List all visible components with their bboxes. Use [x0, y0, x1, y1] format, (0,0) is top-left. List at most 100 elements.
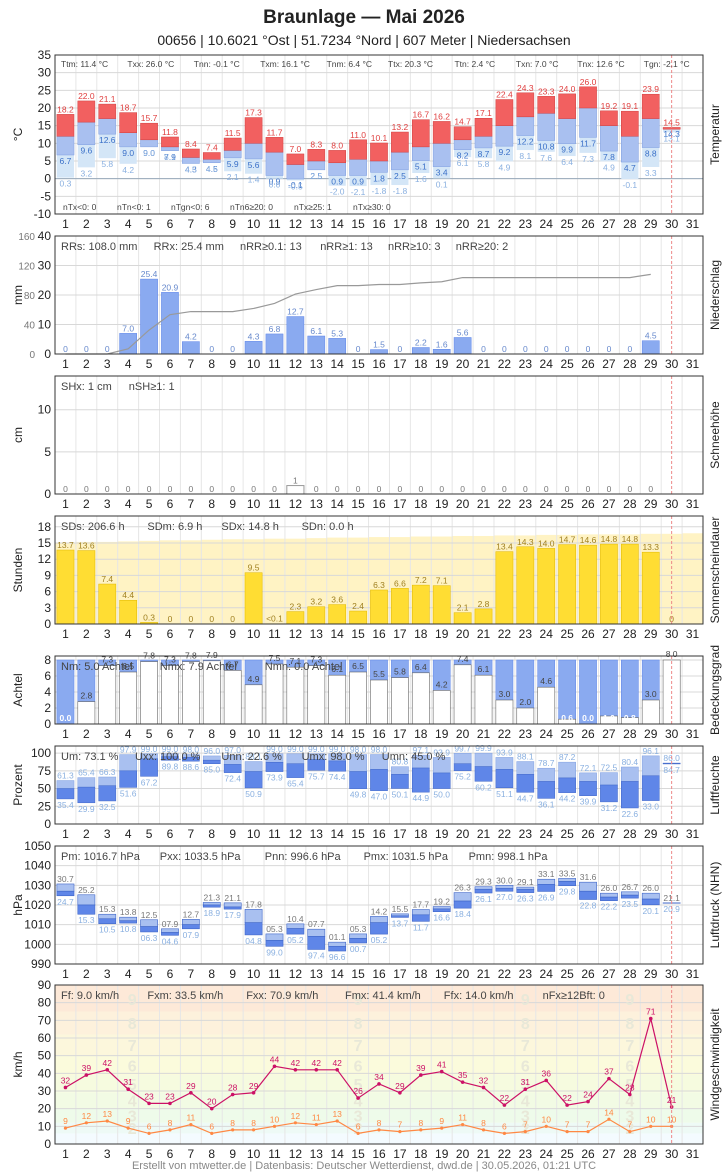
wind-beaufort-label: 9	[521, 992, 530, 1009]
luftfeuchte-x-tick: 26	[581, 827, 595, 841]
sonnenschein-possible-bar	[473, 535, 494, 624]
bedeckungsgrad-x-tick: 3	[104, 727, 111, 741]
windgeschwindigkeit-x-tick: 31	[686, 1147, 700, 1160]
bedeckungsgrad-y-label: Achtel	[11, 673, 25, 706]
temperatur-x-tick: 13	[310, 217, 324, 231]
temperatur-min-label: 4.5	[206, 164, 218, 174]
temperatur-min-label: 2.5	[310, 171, 322, 181]
bedeckungsgrad-x-tick: 13	[310, 727, 324, 741]
temperatur-side-label: Temperatur	[708, 104, 722, 165]
luftfeuchte-max-label: 98.0	[350, 745, 367, 755]
schneehoehe-x-tick: 12	[289, 497, 303, 511]
luftdruck-upper-bar	[349, 933, 367, 939]
temperatur-ground-label: 0.0	[269, 180, 281, 190]
bedeckung-cloud-bar	[223, 670, 242, 725]
wind-gust-point	[377, 1082, 381, 1086]
bedeckungsgrad-x-tick: 2	[83, 727, 90, 741]
luftdruck-lower-bar	[77, 904, 96, 915]
luftfeuchte-lower-bar	[349, 771, 367, 789]
wind-beaufort-label: 3	[128, 1109, 137, 1126]
luftdruck-max-label: 10.4	[287, 914, 304, 924]
windgeschwindigkeit-x-tick: 15	[351, 1147, 365, 1160]
luftdruck-x-tick: 26	[581, 967, 595, 981]
schneehoehe-label: 0	[314, 484, 319, 494]
temperatur-ground-bar	[495, 146, 513, 162]
temperatur-max-label: 8.4	[185, 139, 197, 149]
wind-gust-label: 44	[270, 1054, 280, 1064]
windgeschwindigkeit-y-tick: 20	[38, 1102, 52, 1116]
schneehoehe-label: 0	[63, 484, 68, 494]
luftfeuchte-x-tick: 21	[477, 827, 491, 841]
sonnenschein-bar	[370, 589, 388, 625]
schneehoehe-label: 0	[460, 484, 465, 494]
sonnenscheindauer-x-tick: 31	[686, 627, 700, 641]
luftdruck-y-label: hPa	[11, 894, 25, 916]
luftdruck-min-label: 04.8	[245, 936, 262, 946]
windgeschwindigkeit-x-tick: 27	[602, 1147, 616, 1160]
temperatur-x-tick: 27	[602, 217, 616, 231]
temperatur-min-label: 4.7	[624, 163, 636, 173]
niederschlag-x-tick: 1	[62, 357, 69, 371]
schneehoehe-x-tick: 13	[310, 497, 324, 511]
temperatur-max-bar	[641, 93, 660, 119]
luftfeuchte-max-label: 99.0	[287, 744, 304, 754]
wind-mean-point	[272, 1124, 277, 1128]
luftdruck-x-tick: 14	[331, 967, 345, 981]
windgeschwindigkeit-x-tick: 7	[188, 1147, 195, 1160]
luftfeuchte-stat: Um: 73.1 %	[61, 751, 119, 763]
bedeckung-label: 0.0	[60, 713, 72, 723]
luftdruck-max-label: 21.3	[204, 892, 221, 902]
niederschlag-bar	[140, 278, 158, 355]
niederschlag-x-tick: 13	[310, 357, 324, 371]
luftdruck-min-label: 20.9	[663, 904, 680, 914]
temperatur-max-label: 13.2	[392, 122, 409, 132]
windgeschwindigkeit-x-tick: 25	[560, 1147, 574, 1160]
temperatur-ground-label: 3.3	[645, 168, 657, 178]
bedeckungsgrad-y-tick: 8	[44, 653, 51, 667]
sonnenschein-label: 13.6	[78, 541, 95, 551]
luftfeuchte-upper-bar	[579, 772, 597, 782]
wind-beaufort-label: 7	[354, 1038, 363, 1055]
bedeckung-label: 0.6	[561, 713, 573, 723]
temperatur-bottom-stat: nTgn<0: 6	[171, 202, 210, 212]
wind-beaufort-label: 3	[625, 1109, 634, 1126]
luftdruck-lower-bar	[349, 938, 367, 944]
luftdruck-max-label: 26.7	[622, 882, 639, 892]
bedeckungsgrad-y-tick: 0	[44, 717, 51, 731]
wind-gust-point	[648, 1016, 653, 1021]
wind-mean-label: 6	[209, 1121, 214, 1131]
temperatur-max-bar	[56, 114, 75, 137]
luftdruck-lower-bar	[265, 940, 284, 947]
wind-beaufort-label: 6	[128, 1058, 137, 1075]
sonnenscheindauer-x-tick: 18	[414, 627, 428, 641]
luftdruck-x-tick: 6	[167, 967, 174, 981]
temperatur-y-tick: 0	[44, 172, 51, 186]
wind-gust-point	[586, 1099, 590, 1104]
niederschlag-label: 0	[356, 344, 361, 354]
temperatur-mean-bar	[202, 158, 221, 164]
luftfeuchte-lower-bar	[621, 781, 639, 809]
sonnenschein-bar	[411, 584, 430, 625]
temperatur-min-label: 9.9	[561, 145, 573, 155]
schneehoehe-x-tick: 27	[602, 497, 616, 511]
temperatur-ground-label: 13.1	[663, 133, 680, 143]
sonnenscheindauer-x-tick: 26	[581, 627, 595, 641]
luftdruck-lower-bar	[516, 888, 535, 893]
bedeckungsgrad-x-tick: 26	[581, 727, 595, 741]
schneehoehe-label: 0	[356, 484, 361, 494]
schneehoehe-label: 0	[565, 484, 570, 494]
wind-mean-point	[105, 1119, 109, 1123]
bedeckung-label: 3.0	[645, 689, 657, 699]
windgeschwindigkeit-x-tick: 30	[665, 1147, 679, 1160]
luftdruck-max-label: 17.7	[413, 900, 430, 910]
luftdruck-lower-bar	[286, 928, 305, 935]
schneehoehe-x-tick: 21	[477, 497, 491, 511]
bedeckungsgrad-x-tick: 14	[331, 727, 345, 741]
niederschlag-stat: nRR≥1: 13	[320, 241, 373, 253]
temperatur-stat: Txx: 26.0 °C	[127, 59, 174, 69]
schneehoehe-x-tick: 25	[560, 497, 574, 511]
luftfeuchte-x-tick: 12	[289, 827, 303, 841]
luftdruck-upper-bar	[370, 916, 388, 924]
wind-gust-point	[189, 1090, 193, 1095]
